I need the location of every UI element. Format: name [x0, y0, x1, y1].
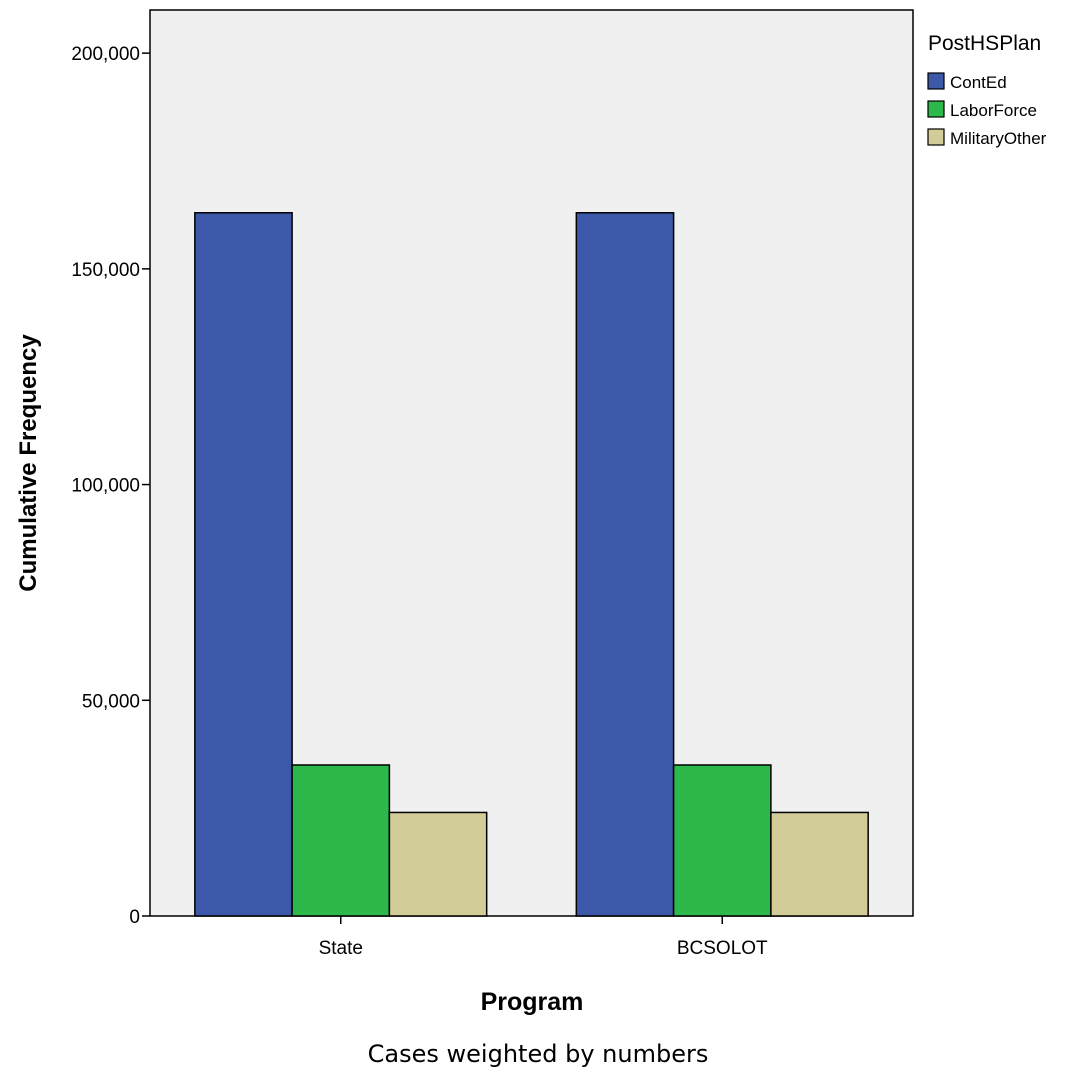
legend-label-conted: ContEd: [950, 73, 1007, 92]
bar-militaryother-state: [388, 811, 488, 917]
legend-label-militaryother: MilitaryOther: [950, 129, 1047, 148]
y-axis: 0 50,000 100,000 150,000 200,000: [71, 44, 150, 928]
y-tick-label: 200,000: [71, 44, 140, 65]
x-tick-label: BCSOLOT: [677, 938, 768, 959]
legend-swatch-laborforce: [927, 100, 945, 118]
bars: [194, 212, 869, 917]
legend-swatch-conted: [927, 72, 945, 90]
footnote: Cases weighted by numbers: [367, 1040, 709, 1068]
bar-conted-state: [194, 212, 293, 917]
legend-swatch-militaryother: [927, 128, 945, 146]
x-axis: State BCSOLOT: [319, 916, 768, 959]
legend: PostHSPlan ContEd LaborForce MilitaryOther: [927, 32, 1047, 148]
legend-title: PostHSPlan: [928, 32, 1041, 55]
y-tick-label: 150,000: [71, 260, 140, 281]
bar-militaryother-bcsolot: [770, 811, 869, 917]
bar-laborforce-state: [291, 764, 391, 917]
y-tick-label: 100,000: [71, 476, 140, 497]
y-tick-label: 50,000: [82, 691, 140, 712]
bar-conted-bcsolot: [575, 212, 675, 917]
legend-label-laborforce: LaborForce: [950, 101, 1037, 120]
x-axis-title: Program: [481, 988, 584, 1016]
y-axis-title: Cumulative Frequency: [15, 334, 42, 592]
bar-laborforce-bcsolot: [672, 764, 772, 917]
y-tick-label: 0: [129, 907, 140, 928]
x-tick-label: State: [319, 938, 363, 959]
